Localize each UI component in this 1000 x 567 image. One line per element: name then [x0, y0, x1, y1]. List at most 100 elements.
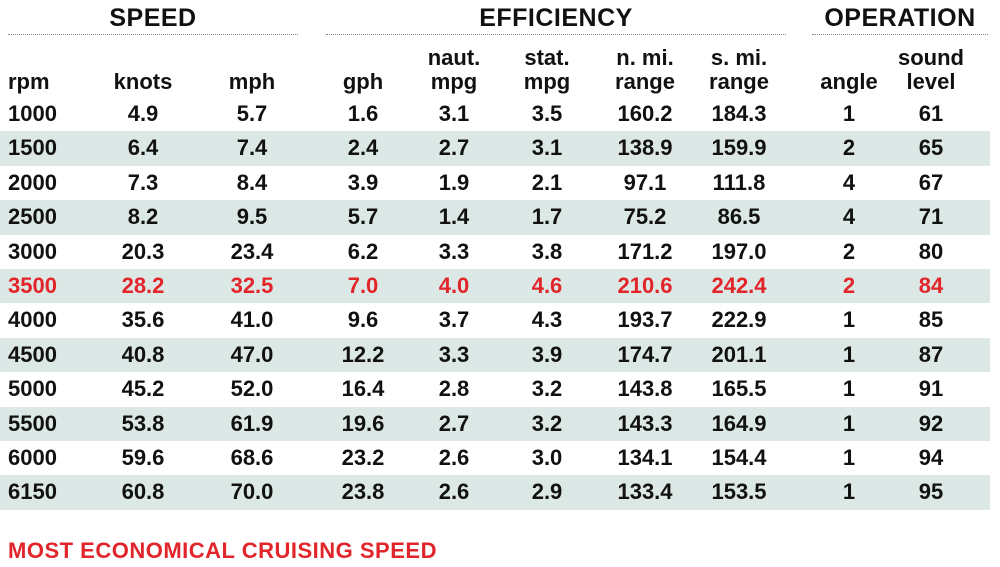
- cell-knots: 35.6: [121, 307, 165, 333]
- cell-naut-mpg: 3.3: [438, 341, 470, 367]
- cell-knots: 59.6: [121, 444, 165, 470]
- cell-smi-range: 154.4: [711, 444, 767, 470]
- cell-naut-mpg: 1.4: [438, 204, 470, 230]
- cell-gph: 19.6: [341, 410, 385, 436]
- group-title-efficiency: EFFICIENCY: [326, 2, 786, 35]
- cell-rpm: 4500: [8, 341, 57, 367]
- cell-rpm: 2500: [8, 204, 57, 230]
- performance-table-body: 1000 4.9 5.7 1.6 3.1 3.5 160.2 184.3 1 61 1500 6.4 7…: [0, 97, 1000, 510]
- cell-knots: 40.8: [121, 341, 165, 367]
- cell-nmi-range: 97.1: [623, 169, 667, 195]
- cell-angle: 1: [842, 479, 856, 505]
- cell-sound: 94: [918, 444, 944, 470]
- cell-stat-mpg: 3.2: [531, 410, 563, 436]
- cell-angle: 2: [842, 238, 856, 264]
- cell-rpm: 2000: [8, 169, 57, 195]
- cell-rpm: 3000: [8, 238, 57, 264]
- cell-mph: 41.0: [230, 307, 274, 333]
- column-header-rpm: rpm: [8, 69, 50, 94]
- column-header-gph: gph: [342, 69, 384, 94]
- group-title-speed: SPEED: [8, 2, 298, 35]
- cell-sound: 84: [918, 272, 944, 298]
- cell-gph: 5.7: [347, 204, 379, 230]
- cell-stat-mpg: 3.2: [531, 376, 563, 402]
- cell-mph: 7.4: [236, 135, 268, 161]
- cell-smi-range: 111.8: [712, 169, 766, 195]
- cell-angle: 4: [842, 169, 856, 195]
- cell-mph: 5.7: [236, 101, 268, 126]
- table-row: 2000 7.3 8.4 3.9 1.9 2.1 97.1 111.8 4 67: [0, 166, 1000, 200]
- cell-knots: 45.2: [121, 376, 165, 402]
- cell-mph: 70.0: [230, 479, 274, 505]
- cell-stat-mpg: 2.1: [531, 169, 563, 195]
- cell-sound: 61: [918, 101, 944, 126]
- cell-rpm: 3500: [8, 272, 57, 298]
- cell-gph: 12.2: [341, 341, 385, 367]
- cell-naut-mpg: 3.3: [438, 238, 470, 264]
- cell-nmi-range: 174.7: [617, 341, 673, 367]
- cell-sound: 80: [918, 238, 944, 264]
- cell-rpm: 4000: [8, 307, 57, 333]
- cell-smi-range: 222.9: [711, 307, 767, 333]
- cell-gph: 6.2: [347, 238, 379, 264]
- cell-nmi-range: 75.2: [623, 204, 667, 230]
- cell-smi-range: 201.1: [711, 341, 767, 367]
- cell-angle: 1: [842, 410, 856, 436]
- cell-knots: 28.2: [121, 272, 165, 298]
- table-row: 5000 45.2 52.0 16.4 2.8 3.2 143.8 165.5 1 91: [0, 372, 1000, 406]
- cell-smi-range: 184.3: [711, 101, 767, 126]
- cell-mph: 32.5: [230, 272, 274, 298]
- cell-gph: 3.9: [347, 169, 379, 195]
- cell-naut-mpg: 1.9: [438, 169, 470, 195]
- cell-sound: 67: [918, 169, 944, 195]
- cell-rpm: 6000: [8, 444, 57, 470]
- cell-mph: 61.9: [230, 410, 274, 436]
- cell-naut-mpg: 3.7: [438, 307, 470, 333]
- table-row: 1500 6.4 7.4 2.4 2.7 3.1 138.9 159.9 2 65: [0, 131, 1000, 166]
- cell-smi-range: 159.9: [711, 135, 767, 161]
- cell-stat-mpg: 3.8: [531, 238, 563, 264]
- cell-nmi-range: 210.6: [617, 272, 673, 298]
- cell-sound: 95: [918, 479, 944, 505]
- cell-gph: 1.6: [347, 101, 379, 126]
- cell-knots: 4.9: [127, 101, 159, 126]
- cell-angle: 1: [842, 376, 856, 402]
- cell-rpm: 5000: [8, 376, 57, 402]
- column-header-smi-range: s. mi. range: [709, 45, 769, 94]
- group-title-operation: OPERATION: [812, 2, 988, 35]
- cell-stat-mpg: 3.1: [531, 135, 563, 161]
- row-band: [0, 200, 990, 235]
- column-header-sound: sound level: [898, 45, 964, 94]
- cell-gph: 7.0: [347, 272, 379, 298]
- column-header-angle: angle: [820, 69, 878, 94]
- cell-smi-range: 165.5: [711, 376, 767, 402]
- cell-angle: 1: [842, 444, 856, 470]
- table-row: 5500 53.8 61.9 19.6 2.7 3.2 143.3 164.9 1 92: [0, 406, 1000, 441]
- cell-stat-mpg: 3.5: [531, 101, 563, 126]
- cell-smi-range: 164.9: [711, 410, 767, 436]
- row-band: [0, 406, 990, 441]
- cell-angle: 2: [842, 272, 856, 298]
- cell-stat-mpg: 1.7: [531, 204, 563, 230]
- column-header-knots: knots: [113, 69, 173, 94]
- cell-rpm: 5500: [8, 410, 57, 436]
- cell-knots: 6.4: [127, 135, 159, 161]
- cell-angle: 1: [842, 101, 856, 126]
- cell-sound: 71: [918, 204, 944, 230]
- column-header-row: rpm knots mph gph naut. mpg stat. mpg n. mi. r…: [0, 38, 1000, 94]
- cell-sound: 65: [918, 135, 944, 161]
- cell-rpm: 6150: [8, 479, 57, 505]
- cell-sound: 92: [918, 410, 944, 436]
- cell-stat-mpg: 4.6: [531, 272, 563, 298]
- cell-mph: 9.5: [236, 204, 268, 230]
- cell-stat-mpg: 2.9: [531, 479, 563, 505]
- cell-sound: 91: [918, 376, 944, 402]
- cell-nmi-range: 160.2: [617, 101, 673, 126]
- cell-gph: 23.8: [341, 479, 385, 505]
- cell-smi-range: 86.5: [717, 204, 761, 230]
- cell-mph: 68.6: [230, 444, 274, 470]
- cell-nmi-range: 133.4: [617, 479, 673, 505]
- cell-angle: 1: [842, 341, 856, 367]
- cell-naut-mpg: 4.0: [438, 272, 470, 298]
- cell-gph: 16.4: [341, 376, 385, 402]
